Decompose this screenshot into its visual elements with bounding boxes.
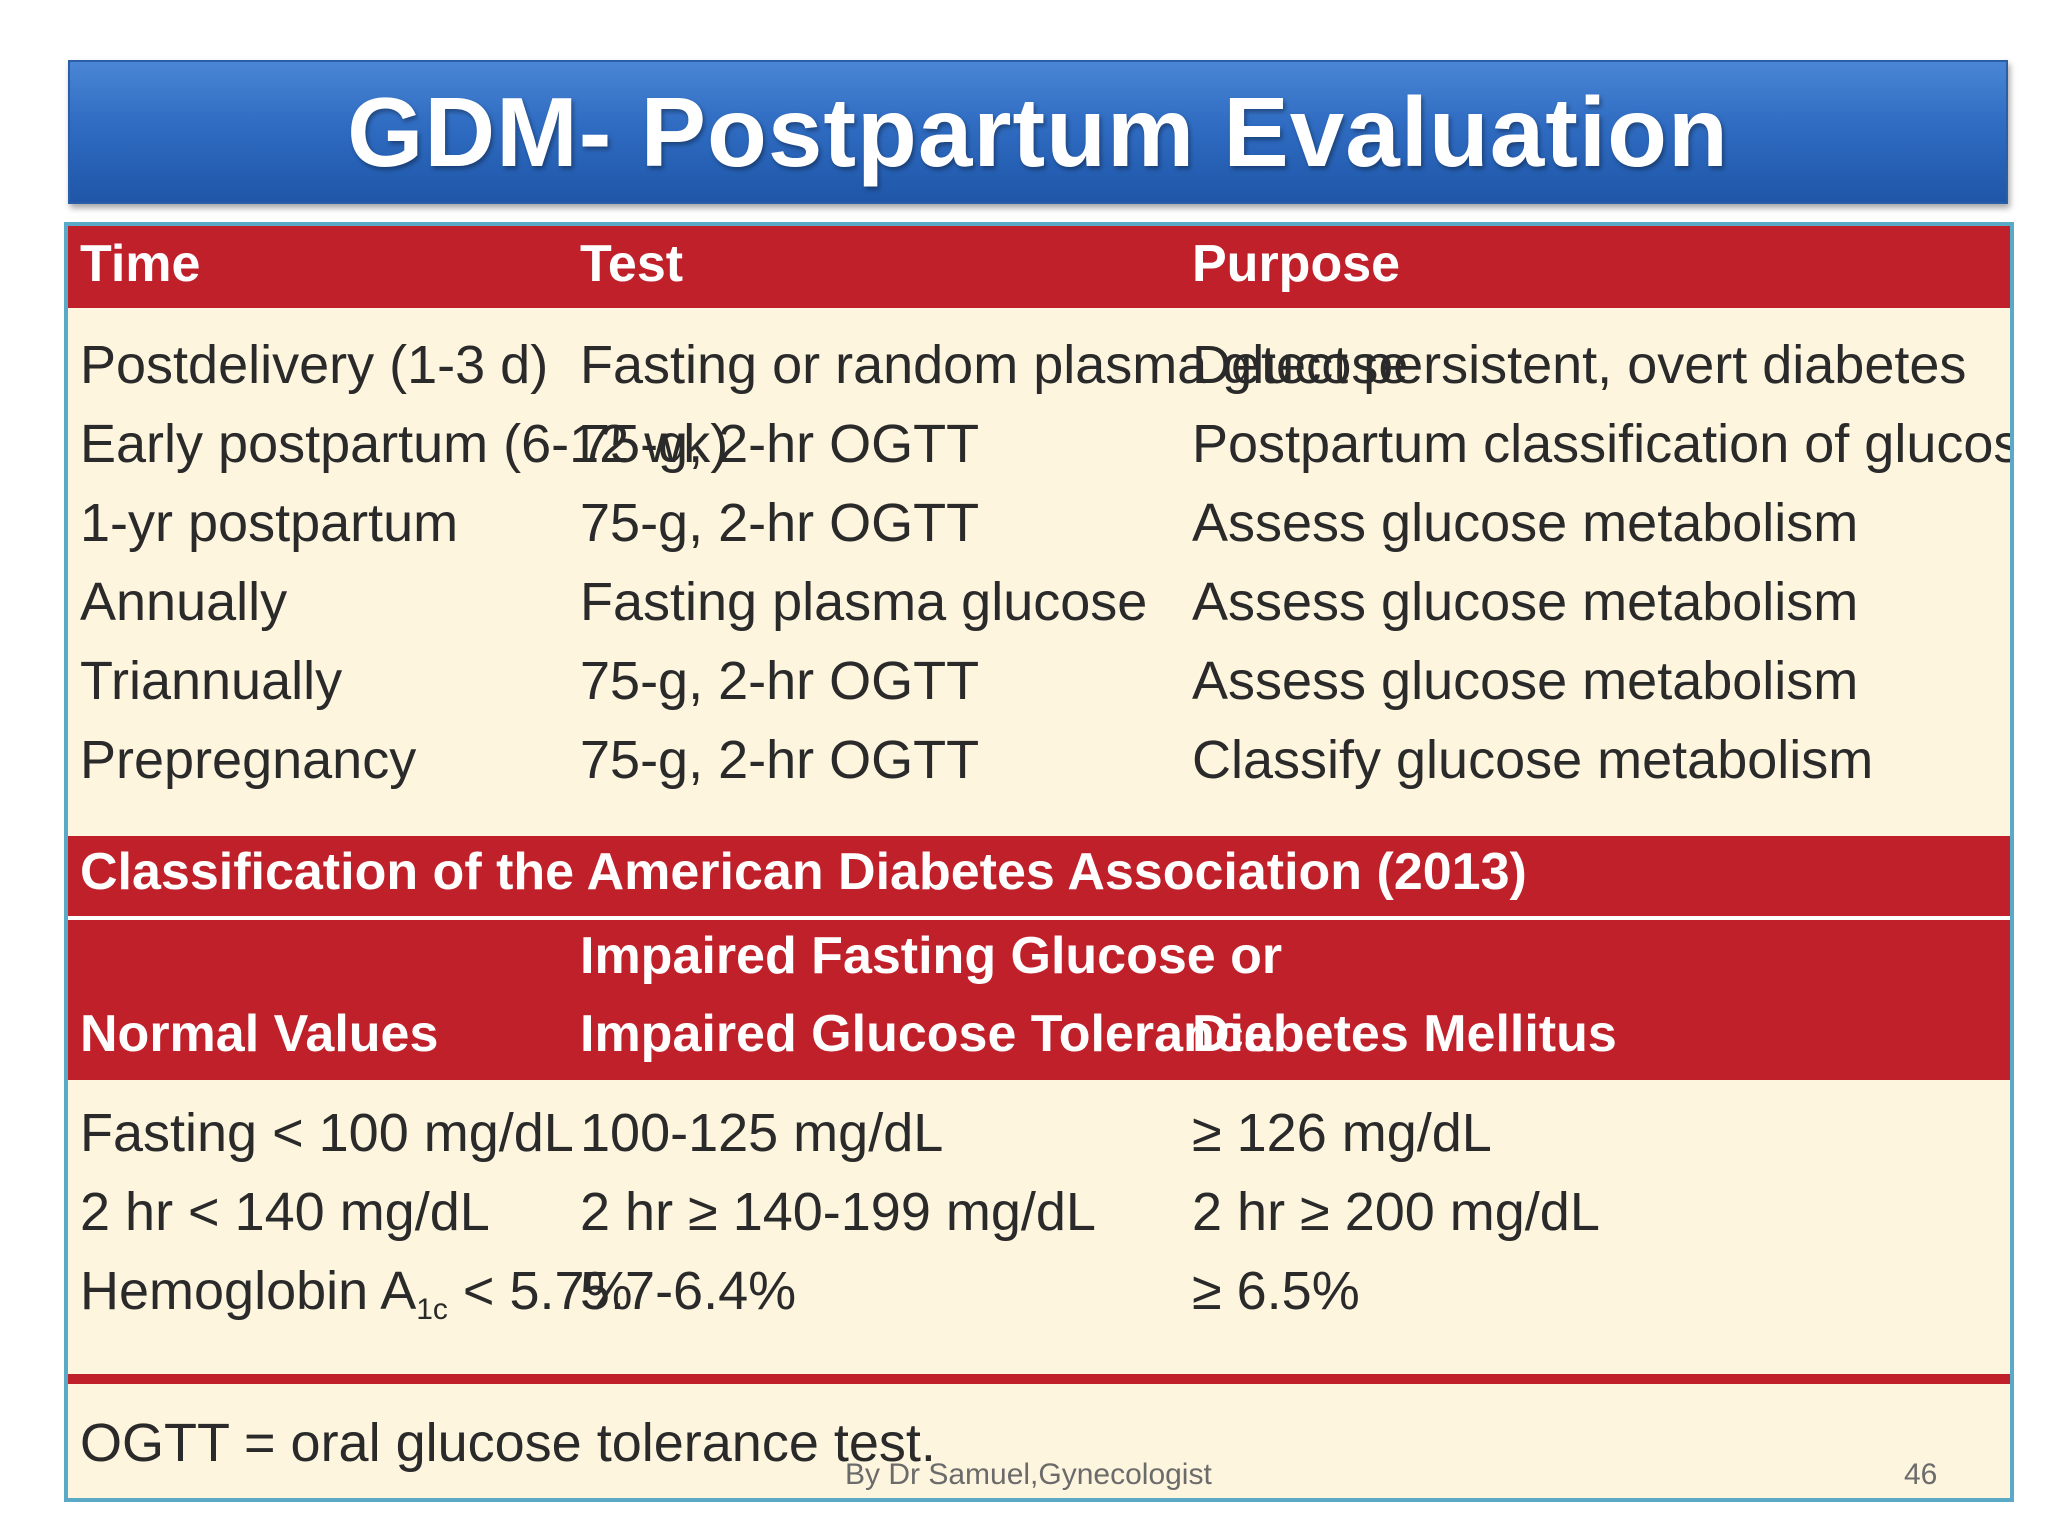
classification-title: Classification of the American Diabetes … xyxy=(80,843,1527,901)
header-diabetes-mellitus: Diabetes Mellitus xyxy=(1192,1005,1617,1063)
row-test: 75-g, 2-hr OGTT xyxy=(580,493,980,553)
header-purpose: Purpose xyxy=(1192,235,1401,293)
row-purpose: Assess glucose metabolism xyxy=(1192,493,1859,553)
schedule-header-bar: Time Test Purpose xyxy=(68,226,2010,308)
row-time: Prepregnancy xyxy=(80,730,417,790)
row-purpose: Assess glucose metabolism xyxy=(1192,651,1859,711)
row-test: 75-g, 2-hr OGTT xyxy=(580,730,980,790)
impaired-hba1c: 5.7-6.4% xyxy=(580,1261,797,1321)
row-purpose: Classify glucose metabolism xyxy=(1192,730,1874,790)
row-purpose: Assess glucose metabolism xyxy=(1192,572,1859,632)
page-number: 46 xyxy=(1904,1458,1938,1491)
footnote: OGTT = oral glucose tolerance test. xyxy=(80,1413,936,1473)
row-test: Fasting or random plasma glucose xyxy=(580,335,1409,395)
impaired-fasting: 100-125 mg/dL xyxy=(580,1103,944,1163)
header-normal-values: Normal Values xyxy=(80,1005,439,1063)
row-time: Early postpartum (6-12 wk) xyxy=(80,414,729,474)
row-purpose: Postpartum classification of glucose met… xyxy=(1192,414,2010,474)
hba1c-subscript: 1c xyxy=(416,1293,448,1326)
row-time: 1-yr postpartum xyxy=(80,493,459,553)
evaluation-table: Time Test Purpose Postdelivery (1-3 d) F… xyxy=(64,222,2014,1502)
footer-author: By Dr Samuel,Gynecologist xyxy=(845,1458,1212,1491)
row-test: Fasting plasma glucose xyxy=(580,572,1148,632)
normal-fasting: Fasting < 100 mg/dL xyxy=(80,1103,574,1163)
header-impaired-line1: Impaired Fasting Glucose or xyxy=(580,927,1283,985)
header-impaired-line2: Impaired Glucose Tolerance xyxy=(580,1005,1273,1063)
row-time: Triannually xyxy=(80,651,343,711)
header-time: Time xyxy=(80,235,201,293)
diabetes-hba1c: ≥ 6.5% xyxy=(1192,1261,1360,1321)
impaired-2hr: 2 hr ≥ 140-199 mg/dL xyxy=(580,1182,1096,1242)
normal-hba1c: Hemoglobin A1c < 5.7% xyxy=(80,1260,633,1327)
title-banner: GDM- Postpartum Evaluation xyxy=(68,60,2008,204)
slide-title: GDM- Postpartum Evaluation xyxy=(347,76,1729,187)
classification-title-bar: Classification of the American Diabetes … xyxy=(68,836,2010,916)
diabetes-2hr: 2 hr ≥ 200 mg/dL xyxy=(1192,1182,1600,1242)
row-purpose: Detect persistent, overt diabetes xyxy=(1192,335,1967,395)
row-time: Postdelivery (1-3 d) xyxy=(80,335,549,395)
hba1c-normal-value: < 5.7% xyxy=(447,1261,633,1321)
bottom-rule xyxy=(68,1374,2010,1384)
row-test: 75-g, 2-hr OGTT xyxy=(580,414,980,474)
row-time: Annually xyxy=(80,572,288,632)
classification-header-bar: Normal Values Impaired Fasting Glucose o… xyxy=(68,920,2010,1080)
header-divider xyxy=(68,916,2010,920)
hba1c-label: Hemoglobin A xyxy=(80,1261,417,1321)
header-test: Test xyxy=(580,235,684,293)
row-test: 75-g, 2-hr OGTT xyxy=(580,651,980,711)
diabetes-fasting: ≥ 126 mg/dL xyxy=(1192,1103,1492,1163)
normal-2hr: 2 hr < 140 mg/dL xyxy=(80,1182,490,1242)
